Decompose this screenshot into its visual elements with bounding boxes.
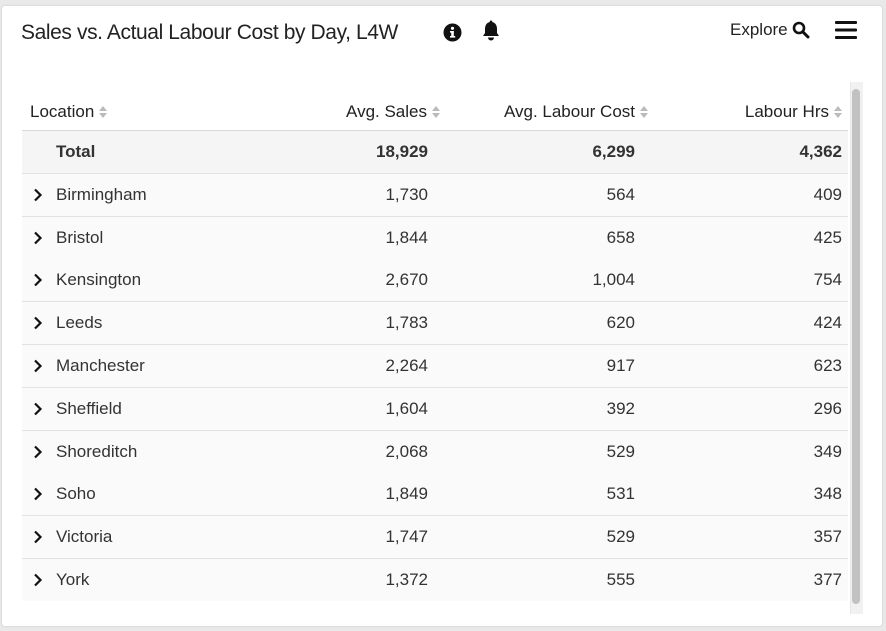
table-header: Location Avg. Sales Avg. Labour Cost Lab… xyxy=(22,94,848,131)
avg-sales-cell: 1,730 xyxy=(385,185,428,204)
info-icon[interactable] xyxy=(443,23,462,42)
avg-labour-cost-cell: 917 xyxy=(606,356,635,375)
location-cell: Sheffield xyxy=(56,399,122,418)
location-cell: Birmingham xyxy=(56,185,147,204)
table-row[interactable]: Sheffield 1,604 392 296 xyxy=(22,388,848,431)
explore-button[interactable]: Explore xyxy=(730,20,810,40)
total-label: Total xyxy=(56,142,96,161)
labour-hrs-cell: 377 xyxy=(813,570,842,589)
chevron-right-icon[interactable] xyxy=(30,358,46,374)
sort-icon xyxy=(640,106,648,118)
total-avg-labour-cost: 6,299 xyxy=(592,142,635,161)
chevron-right-icon[interactable] xyxy=(30,230,46,246)
labour-hrs-cell: 357 xyxy=(813,527,842,546)
table-row[interactable]: Manchester 2,264 917 623 xyxy=(22,345,848,388)
chevron-right-icon[interactable] xyxy=(30,572,46,588)
avg-sales-cell: 1,783 xyxy=(385,313,428,332)
table-row-total: Total 18,929 6,299 4,362 xyxy=(22,131,848,174)
table-row[interactable]: Soho 1,849 531 348 xyxy=(22,473,848,516)
menu-icon[interactable] xyxy=(834,19,858,41)
scrollbar-thumb[interactable] xyxy=(852,89,860,604)
total-labour-hrs: 4,362 xyxy=(799,142,842,161)
labour-hrs-cell: 424 xyxy=(813,313,842,332)
table-row[interactable]: Victoria 1,747 529 357 xyxy=(22,516,848,559)
explore-label: Explore xyxy=(730,20,788,39)
page-title: Sales vs. Actual Labour Cost by Day, L4W xyxy=(21,21,398,44)
avg-sales-cell: 2,068 xyxy=(385,442,428,461)
column-header-avg-sales[interactable]: Avg. Sales xyxy=(346,94,440,130)
location-cell: York xyxy=(56,570,90,589)
bell-icon[interactable] xyxy=(480,20,502,42)
location-cell: Manchester xyxy=(56,356,145,375)
chevron-right-icon[interactable] xyxy=(30,486,46,502)
search-icon xyxy=(792,21,810,39)
total-avg-sales: 18,929 xyxy=(376,142,428,161)
avg-labour-cost-cell: 1,004 xyxy=(592,270,635,289)
avg-sales-cell: 1,849 xyxy=(385,484,428,503)
sort-icon xyxy=(99,106,108,118)
avg-labour-cost-cell: 555 xyxy=(606,570,635,589)
labour-hrs-cell: 409 xyxy=(813,185,842,204)
labour-hrs-cell: 348 xyxy=(813,484,842,503)
labour-hrs-cell: 754 xyxy=(813,270,842,289)
table-row[interactable]: Kensington 2,670 1,004 754 xyxy=(22,259,848,302)
avg-sales-cell: 2,264 xyxy=(385,356,428,375)
column-header-location[interactable]: Location xyxy=(30,94,108,130)
avg-sales-cell: 1,604 xyxy=(385,399,428,418)
avg-labour-cost-cell: 564 xyxy=(606,185,635,204)
labour-hrs-cell: 349 xyxy=(813,442,842,461)
avg-labour-cost-cell: 658 xyxy=(606,228,635,247)
avg-labour-cost-cell: 529 xyxy=(606,527,635,546)
chevron-right-icon[interactable] xyxy=(30,401,46,417)
report-card: Sales vs. Actual Labour Cost by Day, L4W… xyxy=(2,6,882,626)
avg-sales-cell: 1,844 xyxy=(385,228,428,247)
avg-labour-cost-cell: 392 xyxy=(606,399,635,418)
chevron-right-icon[interactable] xyxy=(30,315,46,331)
data-table: Location Avg. Sales Avg. Labour Cost Lab… xyxy=(22,94,848,601)
column-header-avg-labour-cost[interactable]: Avg. Labour Cost xyxy=(504,94,648,130)
avg-sales-cell: 2,670 xyxy=(385,270,428,289)
avg-sales-cell: 1,372 xyxy=(385,570,428,589)
sort-icon xyxy=(432,106,440,118)
location-cell: Shoreditch xyxy=(56,442,138,461)
table-row[interactable]: Shoreditch 2,068 529 349 xyxy=(22,431,848,474)
chevron-right-icon[interactable] xyxy=(30,272,46,288)
table-row[interactable]: Birmingham 1,730 564 409 xyxy=(22,174,848,217)
location-cell: Victoria xyxy=(56,527,113,546)
location-cell: Bristol xyxy=(56,228,104,247)
labour-hrs-cell: 425 xyxy=(813,228,842,247)
avg-labour-cost-cell: 529 xyxy=(606,442,635,461)
column-header-labour-hrs[interactable]: Labour Hrs xyxy=(745,94,842,130)
chevron-right-icon[interactable] xyxy=(30,444,46,460)
chevron-right-icon[interactable] xyxy=(30,187,46,203)
location-cell: Soho xyxy=(56,484,96,503)
avg-sales-cell: 1,747 xyxy=(385,527,428,546)
table-row[interactable]: Leeds 1,783 620 424 xyxy=(22,302,848,345)
table-row[interactable]: Bristol 1,844 658 425 xyxy=(22,217,848,260)
sort-icon xyxy=(834,106,842,118)
table-row[interactable]: York 1,372 555 377 xyxy=(22,559,848,601)
avg-labour-cost-cell: 620 xyxy=(606,313,635,332)
location-cell: Kensington xyxy=(56,270,142,289)
labour-hrs-cell: 623 xyxy=(813,356,842,375)
avg-labour-cost-cell: 531 xyxy=(606,484,635,503)
location-cell: Leeds xyxy=(56,313,103,332)
chevron-right-icon[interactable] xyxy=(30,529,46,545)
labour-hrs-cell: 296 xyxy=(813,399,842,418)
